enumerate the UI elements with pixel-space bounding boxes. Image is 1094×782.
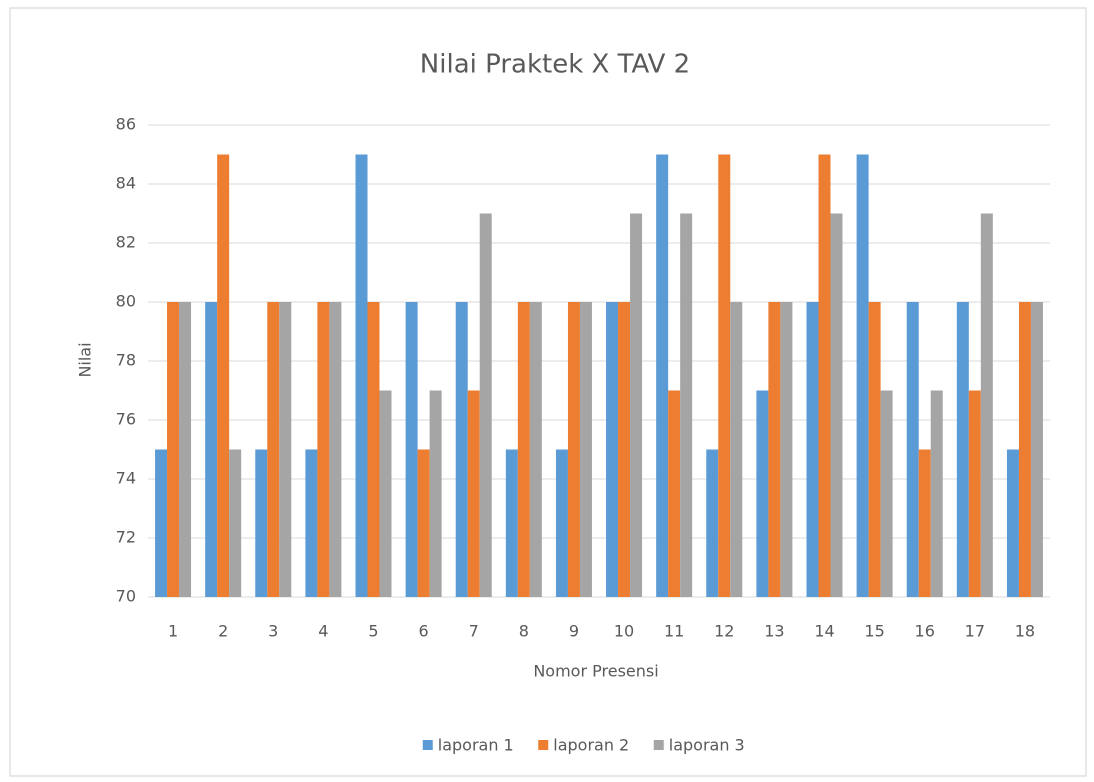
x-tick-label: 7 (469, 622, 479, 641)
bar (1018, 302, 1031, 597)
legend-label: laporan 1 (438, 736, 514, 755)
bar (918, 449, 931, 597)
x-tick-label: 14 (814, 622, 834, 641)
bar (405, 302, 418, 597)
bar (467, 390, 480, 597)
bar (429, 390, 442, 597)
y-tick-label: 78 (116, 351, 136, 370)
y-tick-label: 70 (116, 587, 136, 606)
bar (1006, 449, 1019, 597)
bar (279, 302, 292, 597)
bar (718, 154, 731, 597)
legend-swatch (538, 740, 549, 750)
bar (630, 213, 643, 597)
x-tick-label: 9 (569, 622, 579, 641)
bar (730, 302, 743, 597)
y-tick-label: 84 (116, 174, 136, 193)
bar (818, 154, 831, 597)
bar (255, 449, 268, 597)
x-tick-label: 5 (368, 622, 378, 641)
bar (529, 302, 542, 597)
bar (968, 390, 981, 597)
bar (205, 302, 218, 597)
bar (567, 302, 580, 597)
bar (756, 390, 769, 597)
bar (417, 449, 430, 597)
bar (880, 390, 893, 597)
x-tick-label: 11 (664, 622, 684, 641)
x-tick-label: 1 (168, 622, 178, 641)
legend-label: laporan 2 (553, 736, 629, 755)
bar (217, 154, 230, 597)
y-tick-label: 72 (116, 528, 136, 547)
legend-swatch (653, 740, 664, 750)
bar (455, 302, 468, 597)
bar (830, 213, 843, 597)
x-tick-label: 15 (864, 622, 884, 641)
bar (179, 302, 192, 597)
bar (317, 302, 330, 597)
x-axis-title: Nomor Presensi (533, 662, 658, 681)
x-tick-label: 13 (764, 622, 784, 641)
bar (229, 449, 242, 597)
bar (606, 302, 619, 597)
bar (906, 302, 919, 597)
bar (706, 449, 719, 597)
bar (367, 302, 380, 597)
y-axis-title: Nilai (76, 342, 95, 377)
x-tick-label: 18 (1015, 622, 1035, 641)
x-tick-label: 8 (519, 622, 529, 641)
bar (479, 213, 492, 597)
bar (680, 213, 693, 597)
y-tick-label: 80 (116, 292, 136, 311)
legend-swatch (422, 740, 433, 750)
x-tick-label: 17 (965, 622, 985, 641)
y-tick-label: 82 (116, 233, 136, 252)
bar (1030, 302, 1043, 597)
x-tick-label: 12 (714, 622, 734, 641)
bar (517, 302, 530, 597)
bar (555, 449, 568, 597)
bar (305, 449, 318, 597)
bar (379, 390, 392, 597)
x-tick-label: 2 (218, 622, 228, 641)
x-tick-label: 4 (318, 622, 328, 641)
bar (980, 213, 993, 597)
bar (329, 302, 342, 597)
bar (579, 302, 592, 597)
x-tick-label: 10 (614, 622, 634, 641)
bar (355, 154, 368, 597)
y-tick-label: 74 (116, 469, 136, 488)
x-tick-label: 3 (268, 622, 278, 641)
x-tick-label: 6 (419, 622, 429, 641)
bar (267, 302, 280, 597)
legend-label: laporan 3 (669, 736, 745, 755)
bar (618, 302, 631, 597)
y-tick-label: 86 (116, 115, 136, 134)
x-tick-label: 16 (915, 622, 935, 641)
y-tick-label: 76 (116, 410, 136, 429)
bar (668, 390, 681, 597)
bar (856, 154, 869, 597)
bar (155, 449, 168, 597)
bar (930, 390, 943, 597)
bar (780, 302, 793, 597)
bar (656, 154, 669, 597)
bar (167, 302, 180, 597)
bar (768, 302, 781, 597)
bar (505, 449, 518, 597)
bar (868, 302, 881, 597)
bar (956, 302, 969, 597)
bar (806, 302, 819, 597)
chart-title: Nilai Praktek X TAV 2 (420, 50, 690, 80)
